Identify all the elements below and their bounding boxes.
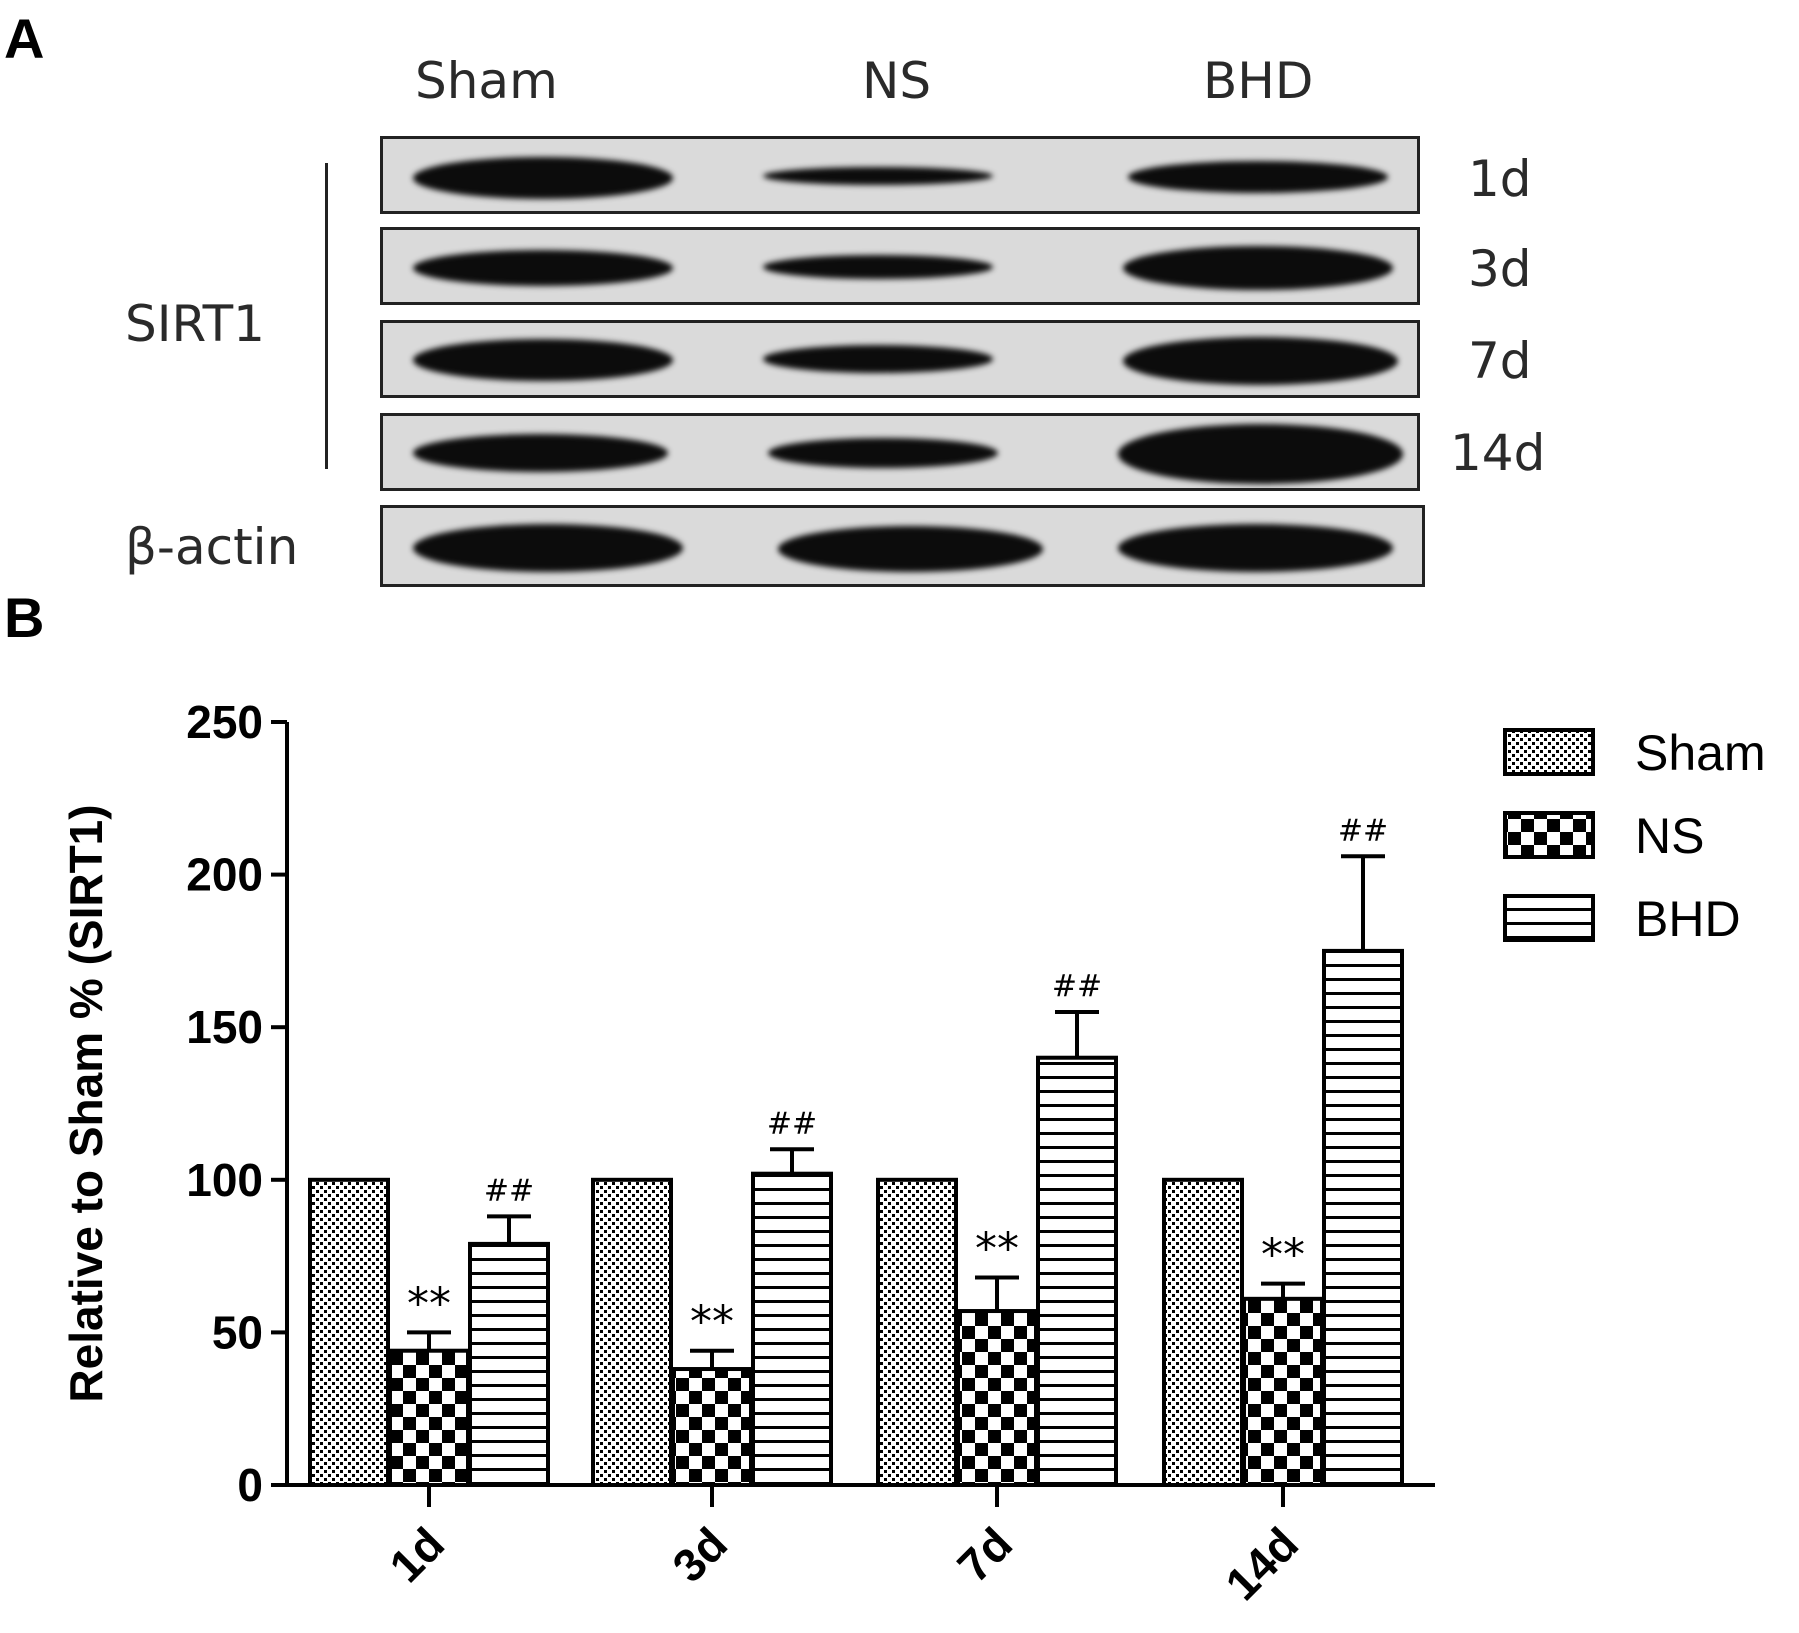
band-ns-1d [763, 167, 993, 185]
legend-label-sham: Sham [1635, 725, 1766, 781]
y-tick-label: 250 [186, 696, 263, 748]
y-tick-label: 0 [237, 1459, 263, 1511]
blot-protein-label: SIRT1 [125, 295, 265, 353]
blot-strip-14d [380, 413, 1420, 491]
bar-chart: 0 50 100 150 200 250 Relative to Sham % (SIRT1… [60, 696, 1766, 1610]
band-sham-14d [413, 434, 668, 472]
significance-label: ** [407, 1278, 451, 1329]
legend-swatch-bhd [1503, 894, 1595, 942]
y-tick-label: 150 [186, 1001, 263, 1053]
y-tick-label: 50 [212, 1306, 263, 1358]
legend-label-bhd: BHD [1635, 891, 1741, 947]
band-bhd-1d [1128, 161, 1388, 193]
blot-strip-1d [380, 136, 1420, 214]
band-sham-1d [413, 157, 673, 199]
band-bhd-7d [1123, 337, 1398, 385]
blot-strip-7d [380, 320, 1420, 398]
band-ns-3d [763, 255, 993, 279]
band-actin-sham [413, 524, 683, 572]
blot-time-1d: 1d [1468, 150, 1532, 208]
bar-bhd-14d [1322, 948, 1404, 1487]
x-tick-label: 7d [947, 1517, 1022, 1592]
significance-label: ** [1261, 1230, 1305, 1281]
legend-label-ns: NS [1635, 808, 1704, 864]
bar-bhd-3d [751, 1171, 833, 1487]
significance-label: ## [484, 1173, 534, 1208]
x-tick-label: 14d [1215, 1517, 1308, 1610]
panel-b-label: B [4, 586, 45, 649]
band-actin-bhd [1118, 524, 1393, 572]
band-actin-ns [778, 526, 1043, 572]
blot-time-3d: 3d [1468, 240, 1532, 298]
legend-swatch-sham [1503, 728, 1595, 776]
bar-ns-7d [956, 1309, 1038, 1488]
bar-ns-3d [671, 1367, 753, 1487]
bar-bhd-1d [468, 1241, 550, 1488]
bars [308, 854, 1404, 1488]
y-axis-label: Relative to Sham % (SIRT1) [60, 804, 112, 1402]
band-sham-7d [413, 339, 673, 381]
significance-label: ** [975, 1223, 1019, 1274]
band-ns-7d [763, 345, 993, 373]
significance-label: ## [767, 1106, 817, 1141]
blot-group-sham: Sham [415, 52, 558, 110]
panel-a-label: A [4, 7, 45, 70]
bar-ns-1d [388, 1348, 470, 1487]
blot-strip-3d [380, 227, 1420, 305]
y-tick-label: 100 [186, 1154, 263, 1206]
bar-sham-3d [591, 1177, 673, 1487]
y-tick-label: 200 [186, 849, 263, 901]
bar-sham-14d [1162, 1177, 1244, 1487]
significance-label: ## [1338, 813, 1388, 848]
blot-loading-control-label: β-actin [125, 518, 299, 576]
blot-time-14d: 14d [1450, 424, 1546, 482]
bar-sham-7d [876, 1177, 958, 1487]
bar-bhd-7d [1036, 1055, 1118, 1487]
band-sham-3d [413, 250, 673, 286]
legend: Sham NS BHD [1503, 725, 1766, 947]
significance-label: ** [690, 1297, 734, 1348]
band-bhd-14d [1118, 424, 1403, 484]
significance-label: ## [1052, 969, 1102, 1004]
x-tick-label: 1d [379, 1517, 454, 1592]
band-ns-14d [768, 438, 998, 468]
blot-time-7d: 7d [1468, 332, 1532, 390]
legend-swatch-ns [1503, 811, 1595, 859]
bar-ns-14d [1242, 1296, 1324, 1487]
x-tick-label: 3d [662, 1517, 737, 1592]
blot-strip-actin [380, 505, 1425, 587]
blot-group-bhd: BHD [1203, 52, 1314, 110]
blot-bracket [325, 163, 328, 469]
blot-group-ns: NS [862, 52, 932, 110]
band-bhd-3d [1123, 246, 1393, 290]
bar-sham-1d [308, 1177, 390, 1487]
